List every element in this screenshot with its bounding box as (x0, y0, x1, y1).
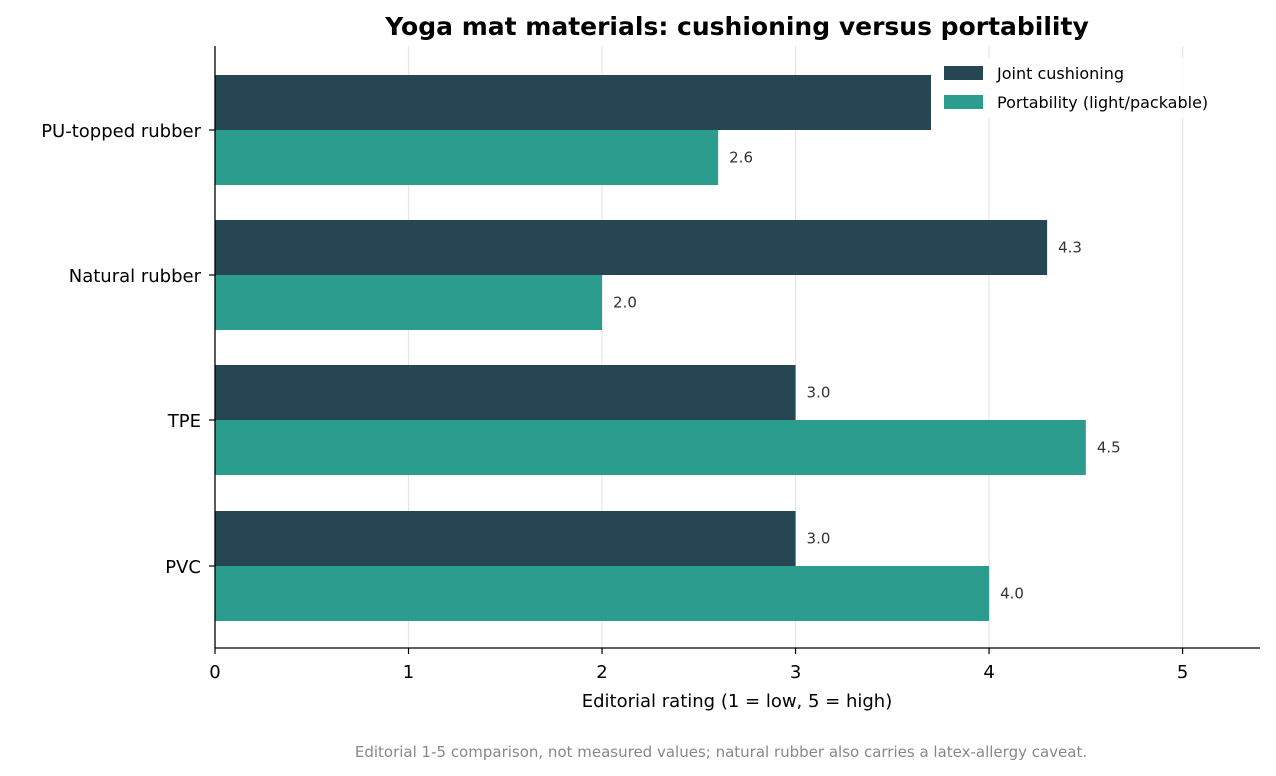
data-label-portability-2: 4.5 (1097, 439, 1121, 457)
bar-portability-3 (215, 566, 990, 621)
y-tick-label-1: Natural rubber (69, 266, 202, 287)
axes: PU-topped rubber Natural rubber TPE PVC 0 1 2 3… (41, 46, 1260, 683)
bar-cushioning-0 (215, 75, 932, 130)
data-label-cushioning-3: 3.0 (807, 530, 831, 548)
footnote: Editorial 1-5 comparison, not measured v… (355, 743, 1087, 761)
bars (215, 75, 1086, 621)
bar-cushioning-2 (215, 365, 796, 420)
legend-box (932, 58, 1254, 118)
legend-swatch-0 (944, 66, 983, 80)
bar-portability-2 (215, 420, 1086, 475)
x-tick-label-5: 5 (1177, 662, 1188, 683)
legend: Joint cushioning Portability (light/packa… (932, 58, 1254, 118)
data-label-cushioning-1: 4.3 (1058, 239, 1082, 257)
legend-swatch-1 (944, 95, 983, 109)
x-axis-label: Editorial rating (1 = low, 5 = high) (582, 691, 893, 712)
bar-cushioning-3 (215, 511, 796, 566)
legend-label-1: Portability (light/packable) (997, 93, 1208, 112)
x-tick-label-3: 3 (790, 662, 801, 683)
x-tick-label-0: 0 (209, 662, 220, 683)
data-label-portability-0: 2.6 (729, 149, 753, 167)
data-label-portability-1: 2.0 (613, 294, 637, 312)
data-label-portability-3: 4.0 (1000, 585, 1024, 603)
bar-portability-1 (215, 275, 603, 330)
y-tick-label-3: PVC (165, 557, 201, 578)
x-tick-label-2: 2 (596, 662, 607, 683)
data-label-cushioning-2: 3.0 (807, 384, 831, 402)
x-tick-label-1: 1 (403, 662, 414, 683)
y-tick-label-2: TPE (167, 411, 201, 432)
bar-cushioning-1 (215, 220, 1048, 275)
data-labels: 2.6 4.3 2.0 3.0 4.5 3.0 4.0 (613, 149, 1121, 603)
legend-label-0: Joint cushioning (996, 64, 1124, 83)
y-tick-label-0: PU-topped rubber (41, 121, 201, 142)
bar-portability-0 (215, 130, 719, 185)
chart-title: Yoga mat materials: cushioning versus po… (384, 12, 1089, 41)
x-tick-label-4: 4 (983, 662, 994, 683)
